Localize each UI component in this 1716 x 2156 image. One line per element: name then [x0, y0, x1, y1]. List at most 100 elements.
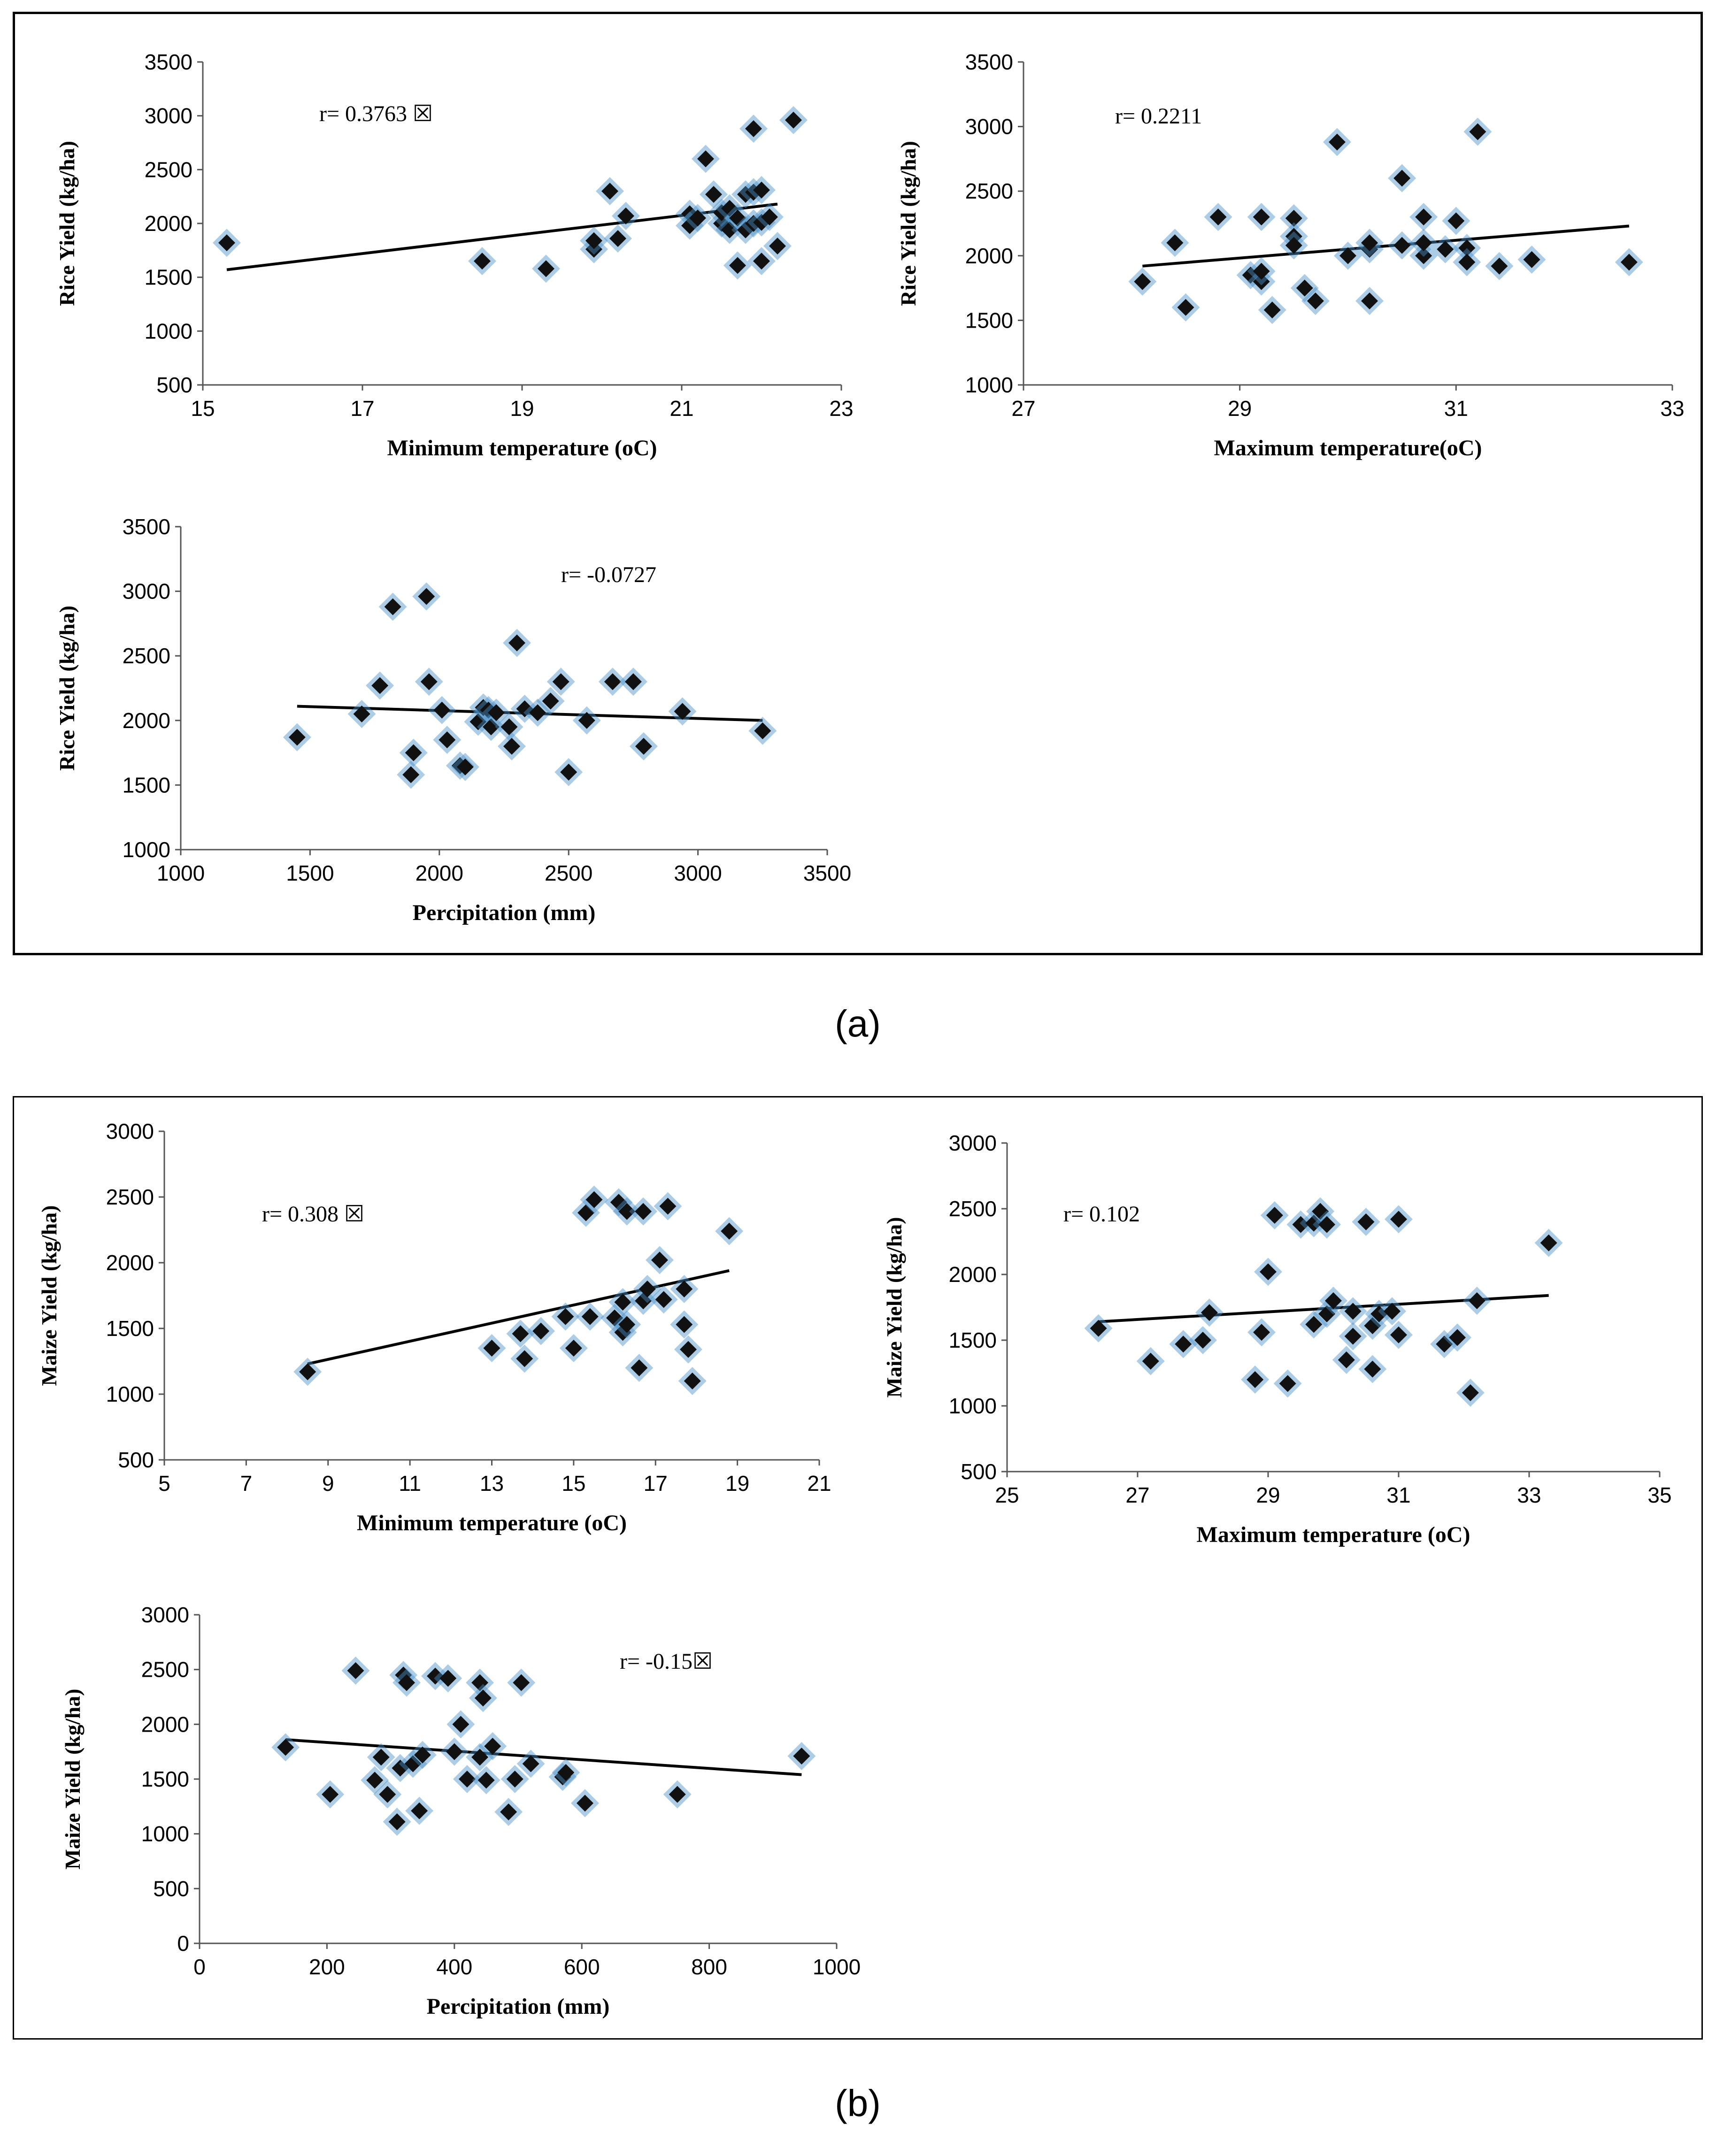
data-point: [1161, 229, 1189, 257]
data-point: [1171, 293, 1200, 322]
data-point: [1431, 235, 1460, 264]
data-point: [580, 226, 608, 255]
data-point: [604, 224, 632, 253]
data-point: [477, 1334, 506, 1362]
data-point: [787, 1742, 816, 1770]
data-point: [316, 1780, 345, 1809]
data-point: [506, 1320, 535, 1348]
y-tick-label: 3000: [145, 104, 192, 128]
caption-a: (a): [835, 1003, 881, 1044]
y-tick-label: 1500: [141, 1767, 189, 1791]
data-point: [477, 713, 505, 741]
x-tick-label: 5: [158, 1471, 170, 1496]
data-point: [415, 668, 443, 696]
data-point: [468, 247, 496, 276]
chart-maize-min: 500 1000 1500 2000 2500 3000 5 7 9 11 13 15 17 19 21 Mi…: [37, 1119, 831, 1535]
trend-line: [285, 1738, 802, 1776]
x-tick-label: 25: [995, 1483, 1019, 1507]
data-point: [619, 668, 647, 696]
chart-rice-max: 1000 1500 2000 2500 3000 3500 27 29 31 33 Maximum …: [896, 50, 1685, 460]
y-tick-label: 3000: [965, 115, 1013, 139]
data-point: [466, 1743, 494, 1772]
data-point: [668, 697, 697, 726]
data-point: [1247, 257, 1276, 285]
y-tick-label: 500: [156, 373, 192, 397]
data-point: [755, 203, 784, 231]
data-point: [1313, 1210, 1341, 1239]
data-point: [1453, 234, 1481, 262]
data-point: [433, 726, 462, 754]
data-point: [341, 1657, 370, 1685]
y-tick-label: 500: [153, 1876, 189, 1901]
data-point: [399, 738, 428, 767]
chart-rice-precip: 1000 1500 2000 2500 3000 3500 1000 1500 2000 2500…: [55, 514, 851, 925]
y-tick-label: 2500: [965, 179, 1013, 203]
data-point: [213, 229, 241, 257]
data-point: [763, 232, 792, 261]
data-point: [1385, 1320, 1413, 1349]
y-tick-label: 3000: [106, 1119, 154, 1143]
data-point: [663, 1780, 692, 1809]
data-point: [523, 698, 552, 727]
data-point: [482, 698, 510, 727]
x-tick-label: 3500: [803, 861, 851, 885]
data-point: [527, 1317, 555, 1345]
data-point: [580, 1185, 608, 1214]
data-point: [1485, 252, 1514, 280]
y-tick-label: 1000: [106, 1382, 154, 1406]
y-axis-label: Rice Yield (kg/ha): [55, 141, 79, 306]
data-point: [625, 1354, 654, 1382]
data-point: [723, 251, 752, 280]
data-point: [1442, 207, 1470, 235]
data-point: [1241, 1366, 1270, 1394]
data-point: [516, 1749, 545, 1778]
y-tick-label: 500: [118, 1448, 154, 1472]
data-point: [552, 1758, 580, 1787]
x-tick-label: 29: [1228, 396, 1252, 421]
data-point: [494, 1798, 523, 1826]
x-tick-label: 15: [562, 1471, 585, 1496]
y-tick-label: 1500: [106, 1316, 154, 1341]
x-tick-label: 19: [725, 1471, 749, 1496]
data-point: [1084, 1314, 1113, 1343]
trend-line: [307, 1269, 730, 1366]
data-point: [629, 1197, 658, 1226]
data-point: [1258, 296, 1286, 324]
x-tick-label: 31: [1444, 396, 1468, 421]
data-point: [1254, 1258, 1282, 1286]
x-axis-label: Maximum temperature (oC): [1197, 1522, 1470, 1547]
x-tick-label: 0: [193, 1955, 206, 1979]
data-point: [434, 1664, 462, 1693]
data-point: [446, 1710, 475, 1739]
data-point: [507, 1668, 536, 1697]
correlation-annotation: r= 0.102: [1063, 1202, 1140, 1227]
data-point: [1334, 241, 1362, 270]
data-point: [428, 696, 456, 724]
data-point: [1247, 203, 1276, 231]
data-point: [747, 176, 776, 204]
data-point: [1247, 1318, 1276, 1347]
data-point: [645, 1246, 674, 1274]
data-point: [692, 145, 720, 173]
data-point: [1279, 204, 1308, 232]
y-tick-label: 3500: [123, 514, 170, 539]
data-point: [551, 1302, 580, 1331]
data-point: [580, 235, 608, 264]
data-point: [559, 1334, 588, 1362]
data-point: [739, 115, 768, 143]
x-tick-label: 200: [309, 1955, 345, 1979]
data-point: [715, 1217, 744, 1245]
data-point: [747, 247, 776, 276]
y-axis-label: Maize Yield (kg/ha): [37, 1205, 61, 1386]
data-point: [1286, 1210, 1315, 1239]
data-point: [670, 1310, 699, 1339]
data-point: [536, 687, 565, 715]
data-point: [1290, 274, 1319, 302]
x-tick-label: 21: [669, 396, 693, 421]
y-tick-label: 0: [177, 1931, 189, 1956]
x-tick-label: 7: [240, 1471, 253, 1496]
y-tick-label: 2500: [106, 1185, 154, 1209]
data-point: [779, 106, 808, 134]
data-point: [1385, 1205, 1413, 1234]
